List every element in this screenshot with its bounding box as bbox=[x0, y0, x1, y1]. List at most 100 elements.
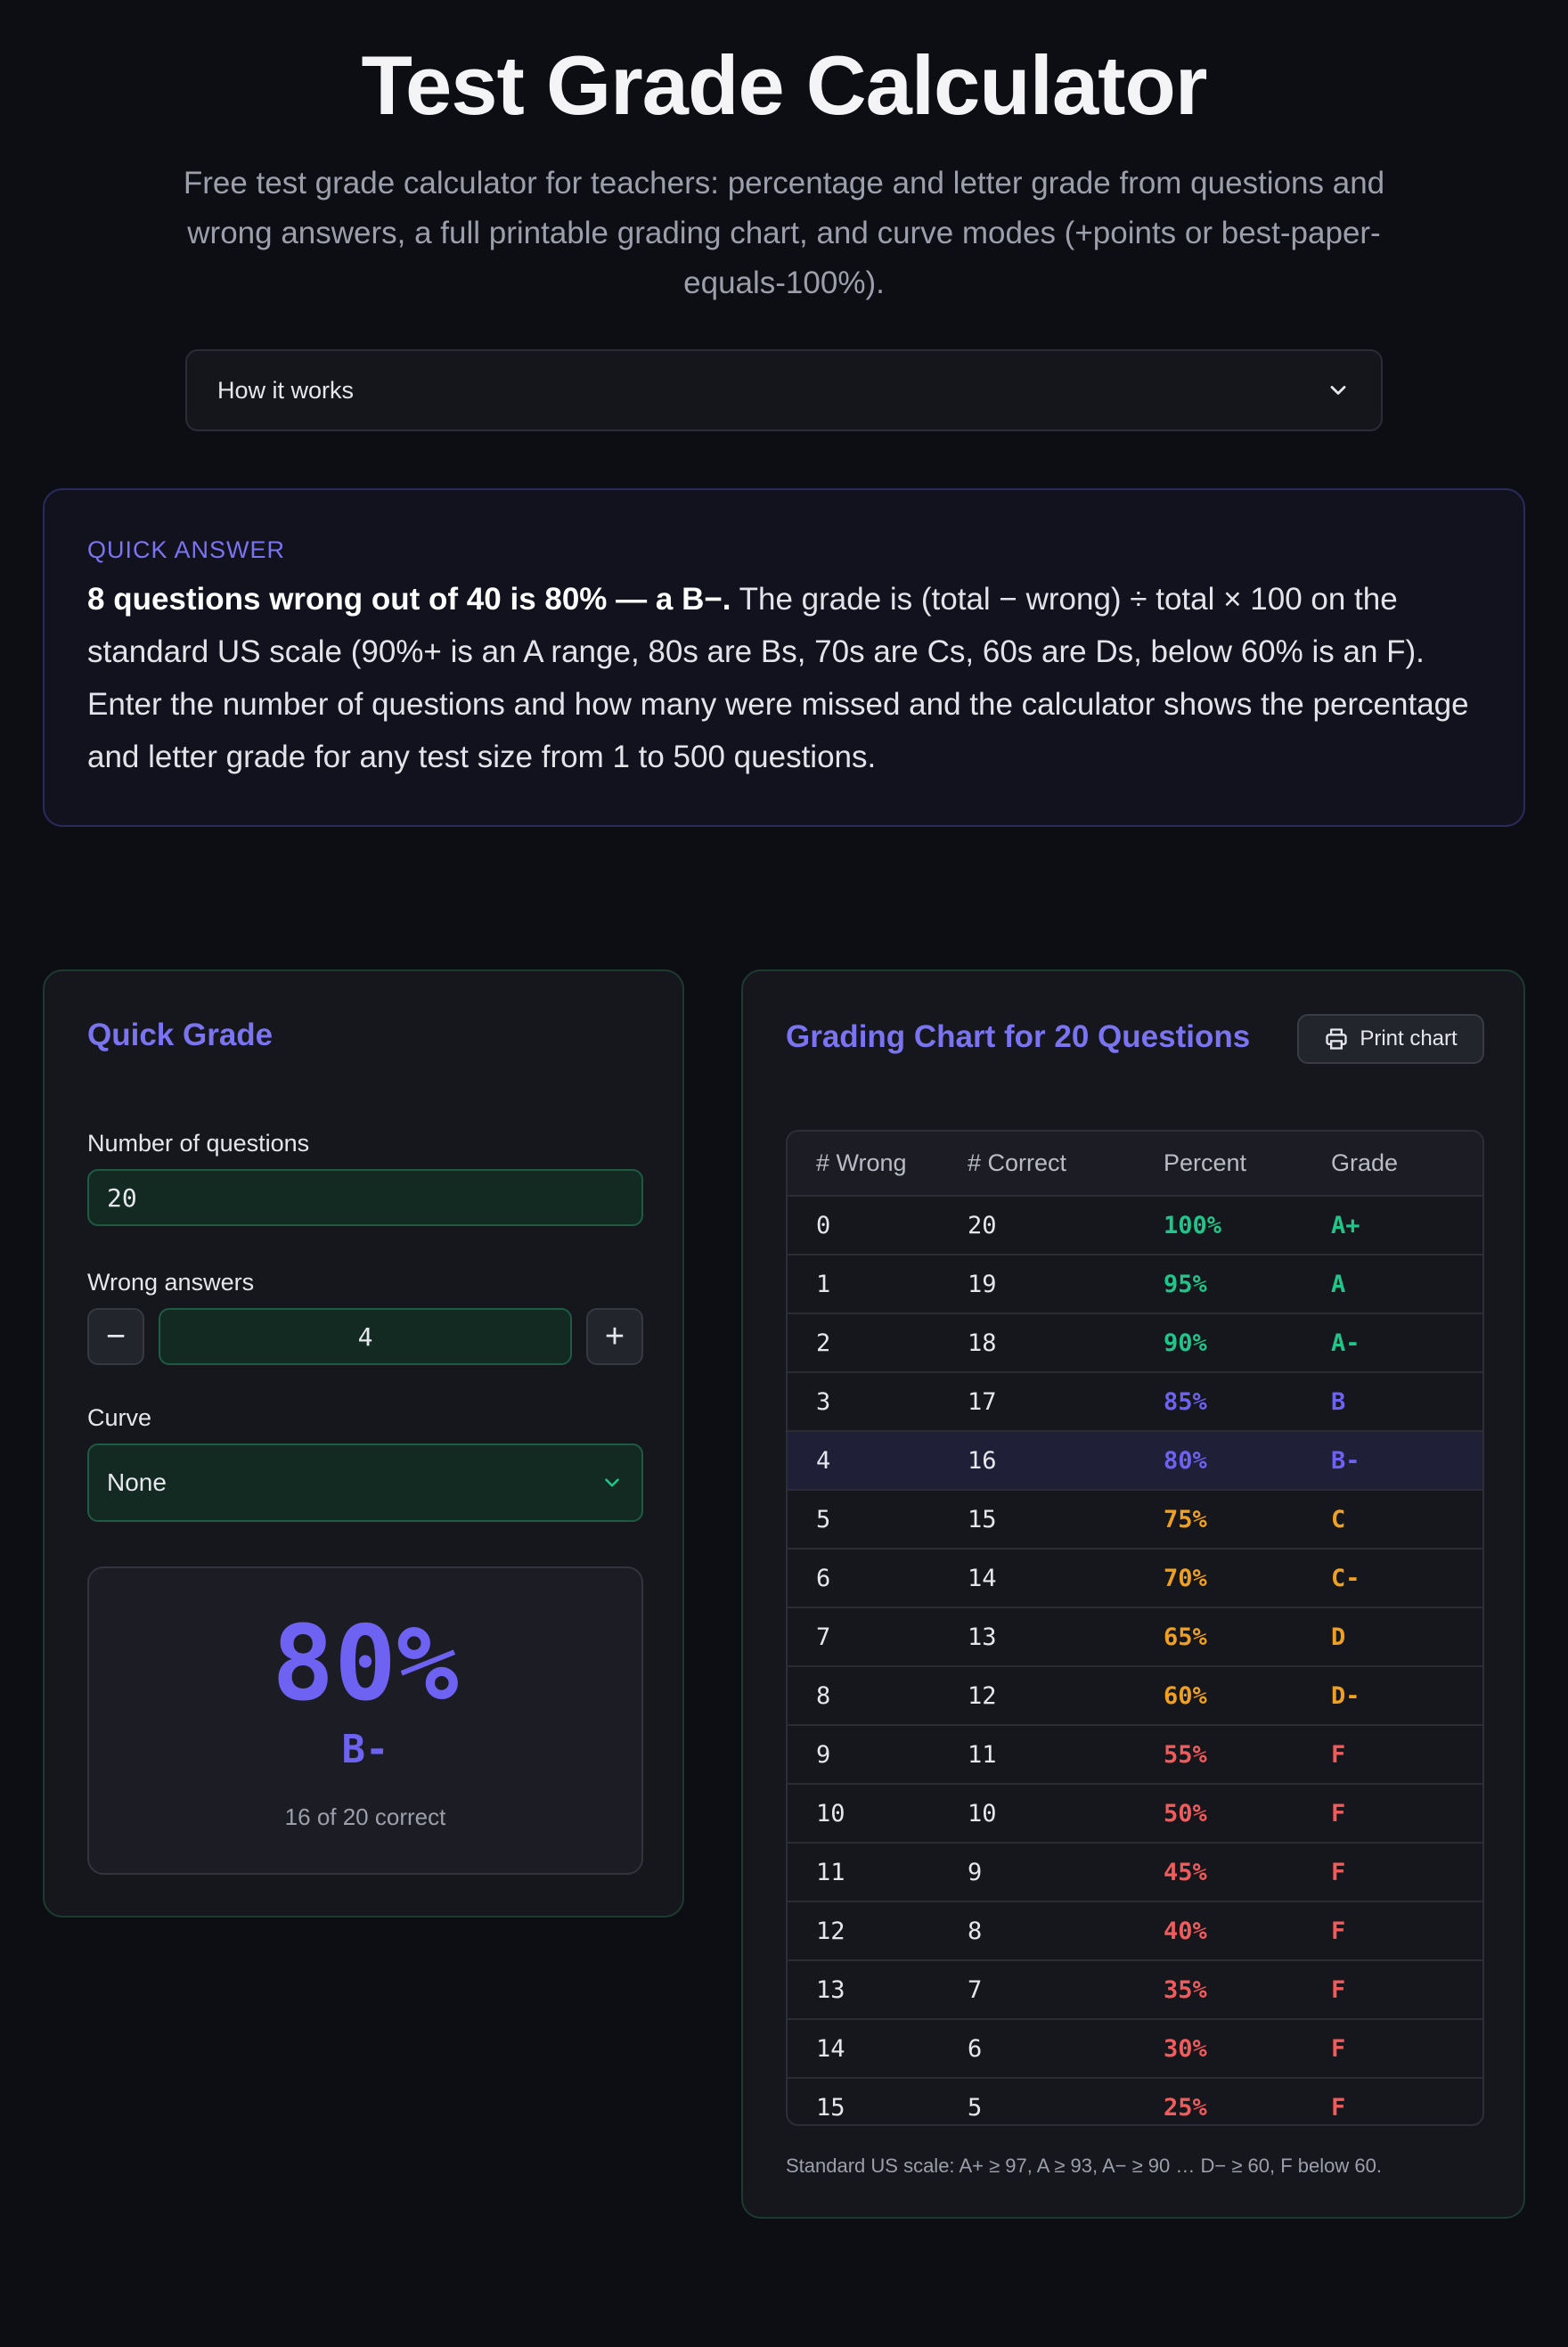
grade-cell: C- bbox=[1331, 1549, 1482, 1608]
result-grade: B- bbox=[341, 1727, 389, 1772]
increment-button[interactable]: + bbox=[586, 1308, 643, 1365]
print-chart-button[interactable]: Print chart bbox=[1297, 1014, 1484, 1064]
grade-cell: F bbox=[1331, 2078, 1482, 2124]
chevron-down-icon bbox=[1330, 386, 1346, 395]
grade-cell: A bbox=[1331, 1255, 1482, 1314]
percent-cell: 80% bbox=[1164, 1431, 1331, 1491]
wrong-cell: 14 bbox=[788, 2019, 968, 2079]
percent-cell: 45% bbox=[1164, 1843, 1331, 1902]
table-row: 12 8 40% F bbox=[788, 1901, 1482, 1961]
page-subtitle: Free test grade calculator for teachers:… bbox=[183, 166, 1385, 300]
wrong-cell: 10 bbox=[788, 1784, 968, 1844]
wrong-cell: 1 bbox=[788, 1255, 968, 1314]
table-row: 7 13 65% D bbox=[788, 1607, 1482, 1667]
percent-cell: 90% bbox=[1164, 1313, 1331, 1373]
correct-cell: 6 bbox=[968, 2019, 1164, 2079]
grade-cell: B bbox=[1331, 1372, 1482, 1432]
grade-cell: C bbox=[1331, 1490, 1482, 1550]
correct-cell: 14 bbox=[968, 1549, 1164, 1608]
table-row: 14 6 30% F bbox=[788, 2019, 1482, 2079]
wrong-answers-input[interactable]: 4 bbox=[159, 1308, 572, 1365]
percent-cell: 60% bbox=[1164, 1666, 1331, 1726]
grade-cell: F bbox=[1331, 1843, 1482, 1902]
wrong-cell: 5 bbox=[788, 1490, 968, 1550]
correct-cell: 17 bbox=[968, 1372, 1164, 1432]
correct-cell: 15 bbox=[968, 1490, 1164, 1550]
percent-cell: 75% bbox=[1164, 1490, 1331, 1550]
grade-cell: D- bbox=[1331, 1666, 1482, 1726]
percent-cell: 85% bbox=[1164, 1372, 1331, 1432]
grade-cell: F bbox=[1331, 1784, 1482, 1844]
table-row: 10 10 50% F bbox=[788, 1784, 1482, 1844]
column-header: Grade bbox=[1331, 1132, 1482, 1197]
grading-table-body: 0 20 100% A+ 1 19 95% A 2 18 90% A- 3 17 85% B 4 16 80% B- 5… bbox=[788, 1196, 1482, 2124]
wrong-cell: 15 bbox=[788, 2078, 968, 2124]
grading-chart-title: Grading Chart for 20 Questions bbox=[786, 1019, 1251, 1054]
percent-cell: 50% bbox=[1164, 1784, 1331, 1844]
percent-cell: 30% bbox=[1164, 2019, 1331, 2079]
quick-answer-text: 8 questions wrong out of 40 is 80% — a B… bbox=[87, 573, 1481, 783]
grade-cell: A- bbox=[1331, 1313, 1482, 1373]
percent-cell: 65% bbox=[1164, 1607, 1331, 1667]
table-row: 0 20 100% A+ bbox=[788, 1196, 1482, 1255]
correct-cell: 9 bbox=[968, 1843, 1164, 1902]
page-title: Test Grade Calculator bbox=[361, 38, 1208, 132]
table-row: 6 14 70% C- bbox=[788, 1549, 1482, 1608]
percent-cell: 40% bbox=[1164, 1901, 1331, 1961]
table-row: 3 17 85% B bbox=[788, 1372, 1482, 1432]
wrong-cell: 2 bbox=[788, 1313, 968, 1373]
column-header: Percent bbox=[1164, 1132, 1331, 1197]
quick-answer-panel: QUICK ANSWER 8 questions wrong out of 40… bbox=[43, 488, 1525, 827]
percent-cell: 70% bbox=[1164, 1549, 1331, 1608]
result-percent: 80% bbox=[272, 1604, 459, 1724]
grade-cell: F bbox=[1331, 1725, 1482, 1785]
percent-cell: 25% bbox=[1164, 2078, 1331, 2124]
percent-cell: 55% bbox=[1164, 1725, 1331, 1785]
column-header: # Wrong bbox=[788, 1132, 968, 1197]
percent-cell: 95% bbox=[1164, 1255, 1331, 1314]
wrong-cell: 11 bbox=[788, 1843, 968, 1902]
wrong-cell: 8 bbox=[788, 1666, 968, 1726]
wrong-answers-label: Wrong answers bbox=[87, 1269, 255, 1296]
questions-input[interactable]: 20 bbox=[87, 1169, 643, 1226]
table-row: 11 9 45% F bbox=[788, 1843, 1482, 1902]
table-row: 2 18 90% A- bbox=[788, 1313, 1482, 1373]
how-it-works-toggle[interactable]: How it works bbox=[185, 349, 1383, 431]
grading-chart-card: Grading Chart for 20 Questions Print cha… bbox=[741, 969, 1525, 2219]
result-correct-count: 16 of 20 correct bbox=[284, 1803, 446, 1830]
wrong-cell: 9 bbox=[788, 1725, 968, 1785]
print-chart-label: Print chart bbox=[1360, 1026, 1458, 1051]
table-header-row: # Wrong # Correct Percent Grade bbox=[788, 1132, 1482, 1197]
table-row: 13 7 35% F bbox=[788, 1960, 1482, 2020]
wrong-cell: 0 bbox=[788, 1196, 968, 1255]
wrong-cell: 4 bbox=[788, 1431, 968, 1491]
quick-grade-card: Quick Grade Number of questions 20 Wrong… bbox=[43, 969, 684, 1918]
decrement-button[interactable]: − bbox=[87, 1308, 144, 1365]
correct-cell: 11 bbox=[968, 1725, 1164, 1785]
table-row: 8 12 60% D- bbox=[788, 1666, 1482, 1726]
correct-cell: 18 bbox=[968, 1313, 1164, 1373]
wrong-cell: 12 bbox=[788, 1901, 968, 1961]
correct-cell: 10 bbox=[968, 1784, 1164, 1844]
grade-cell: A+ bbox=[1331, 1196, 1482, 1255]
curve-select[interactable]: None bbox=[87, 1443, 643, 1522]
grading-table[interactable]: # Wrong # Correct Percent Grade 0 20 100% A… bbox=[786, 1130, 1484, 2126]
quick-answer-label: QUICK ANSWER bbox=[87, 536, 286, 563]
questions-label: Number of questions bbox=[87, 1130, 310, 1157]
wrong-cell: 7 bbox=[788, 1607, 968, 1667]
correct-cell: 12 bbox=[968, 1666, 1164, 1726]
scale-footnote: Standard US scale: A+ ≥ 97, A ≥ 93, A− ≥… bbox=[786, 2155, 1382, 2177]
table-row: 5 15 75% C bbox=[788, 1490, 1482, 1550]
grade-cell: B- bbox=[1331, 1431, 1482, 1491]
percent-cell: 100% bbox=[1164, 1196, 1331, 1255]
correct-cell: 20 bbox=[968, 1196, 1164, 1255]
grade-cell: D bbox=[1331, 1607, 1482, 1667]
grade-cell: F bbox=[1331, 1901, 1482, 1961]
grade-cell: F bbox=[1331, 2019, 1482, 2079]
how-it-works-label: How it works bbox=[217, 376, 355, 404]
table-row: 9 11 55% F bbox=[788, 1725, 1482, 1785]
correct-cell: 7 bbox=[968, 1960, 1164, 2020]
chevron-down-icon bbox=[605, 1478, 619, 1487]
correct-cell: 19 bbox=[968, 1255, 1164, 1314]
quick-answer-lead: 8 questions wrong out of 40 is 80% — a B… bbox=[87, 582, 731, 617]
